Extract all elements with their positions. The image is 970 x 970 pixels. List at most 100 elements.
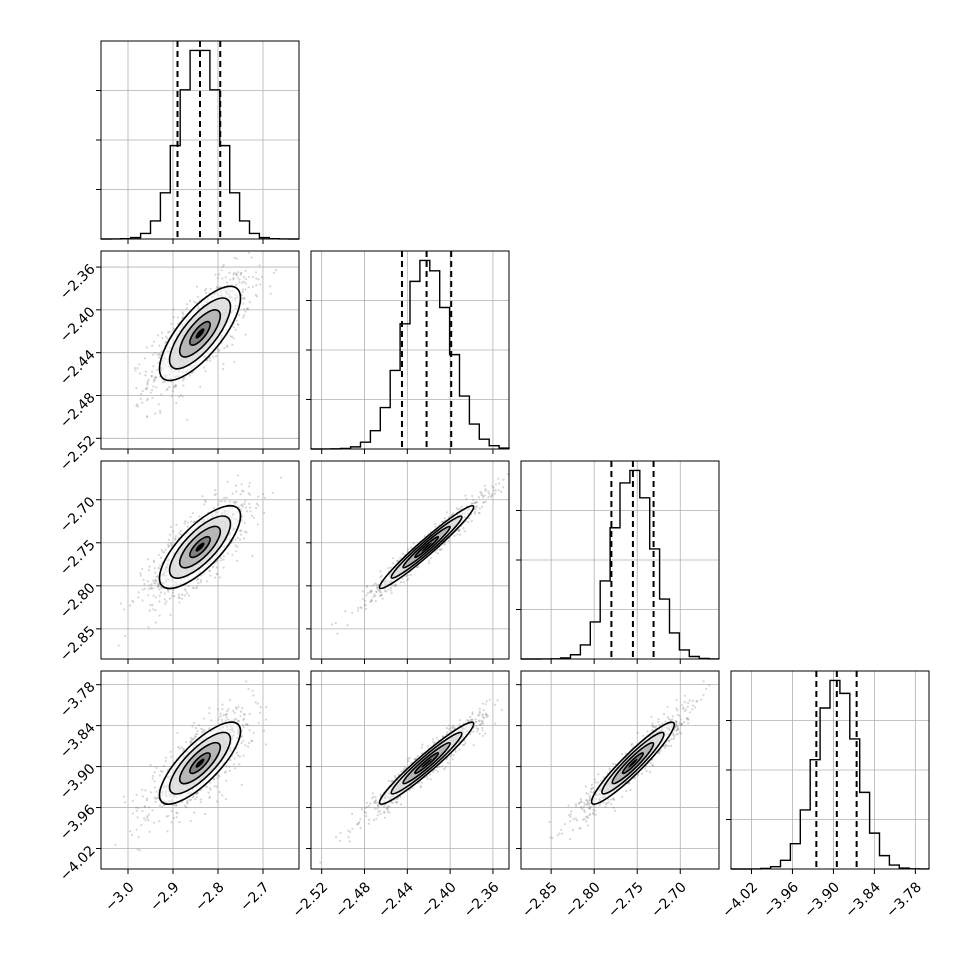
scatter-point [586,824,590,827]
scatter-point [144,388,147,391]
scatter-point [393,774,397,777]
density-peak [421,542,432,552]
scatter-point [160,548,163,552]
scatter-point [493,492,497,495]
scatter-point [178,395,181,398]
scatter-point [365,585,368,588]
scatter-point [244,282,247,285]
scatter-point [148,830,151,834]
scatter-point [374,594,377,598]
scatter-point [155,386,158,389]
x-tick-label: −2.48 [332,879,374,921]
scatter-point [224,500,227,503]
scatter-point [480,722,483,725]
scatter-point [151,388,154,392]
scatter-point [483,501,486,504]
scatter-point [154,797,157,801]
scatter-point [219,715,222,718]
scatter-point [219,285,222,288]
scatter-point [676,709,679,712]
scatter-point [219,556,222,560]
scatter-point [395,801,398,804]
scatter-point [251,275,255,279]
y-tick-label: −2.70 [57,494,99,536]
scatter-point [481,720,484,723]
scatter-point [389,589,392,592]
scatter-point [369,802,372,805]
scatter-point [245,723,249,726]
scatter-point [242,314,246,317]
scatter-point [377,811,380,814]
scatter-point [463,530,466,533]
scatter-point [397,559,400,562]
scatter-point [208,707,211,710]
scatter-point [351,827,354,830]
scatter-point [176,316,179,319]
scatter-point [486,714,489,718]
scatter-point [154,579,157,582]
scatter-point [218,775,221,778]
scatter-point [215,572,218,575]
scatter-point [255,277,258,280]
scatter-point [450,755,453,758]
scatter-point [153,771,156,774]
scatter-point [154,352,157,355]
scatter-point [216,285,219,288]
scatter-point [387,805,391,808]
scatter-point [221,277,224,280]
scatter-point [378,589,381,592]
scatter-point [243,297,246,300]
scatter-point [226,709,229,713]
scatter-point [365,801,368,805]
scatter-point [231,343,234,346]
x-tick-label: −2.7 [237,879,272,914]
scatter-point [579,827,582,830]
scatter-point [181,395,184,398]
scatter-point [191,511,194,515]
scatter-point [393,584,396,588]
scatter-point [152,608,155,611]
scatter-point [457,528,460,532]
scatter-point [170,322,173,325]
scatter-point [154,579,157,582]
scatter-point [473,512,476,515]
scatter-point [254,293,257,297]
scatter-point [500,490,503,493]
scatter-point [157,403,160,406]
scatter-point [153,821,156,824]
scatter-point [242,718,245,722]
scatter-point [151,353,154,356]
scatter-point [386,810,389,813]
scatter-point [212,507,216,510]
scatter-point [184,589,187,592]
scatter-point [381,597,384,600]
scatter-point [160,331,163,334]
scatter-point [226,480,229,483]
scatter-point [494,722,497,725]
scatter-point [151,774,155,778]
scatter-point [192,521,195,524]
scatter-point [358,821,361,824]
scatter-point [447,516,450,519]
scatter-point [458,528,461,531]
scatter-point [510,467,512,469]
scatter-point [136,403,139,406]
scatter-point [140,824,143,827]
scatter-point [189,742,192,745]
scatter-point [259,283,262,286]
scatter-point [169,750,172,753]
panel-frame [100,460,300,660]
scatter-point [161,381,164,384]
scatter-point [191,586,195,589]
scatter-point [176,812,179,815]
scatter-point [181,311,184,314]
scatter-point [175,816,178,819]
scatter-point [257,495,260,498]
scatter-point [465,718,468,722]
scatter-point [135,793,138,796]
scatter-point [174,537,177,540]
scatter-point [280,476,283,479]
scatter-point [364,599,367,602]
scatter-point [171,595,174,598]
scatter-point [213,493,216,497]
